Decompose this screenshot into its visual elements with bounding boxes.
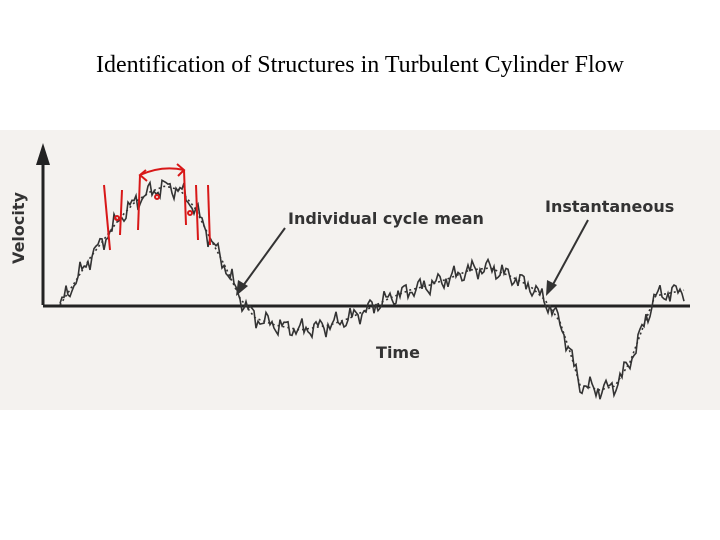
- x-axis-label: Time: [376, 343, 420, 362]
- annotation: Individual cycle mean: [288, 209, 484, 228]
- red-dot: [187, 210, 193, 216]
- slide-title: Identification of Structures in Turbulen…: [96, 52, 624, 78]
- cycle-mean-curve: [59, 185, 685, 391]
- red-mark: [137, 174, 141, 231]
- red-dot: [154, 194, 160, 200]
- annotation: Instantaneous: [545, 197, 674, 216]
- y-axis-label: Velocity: [9, 191, 28, 263]
- y-axis-arrow: [36, 143, 50, 165]
- instantaneous-curve: [59, 179, 685, 400]
- red-annotations: [103, 163, 211, 251]
- red-bracket: [139, 167, 185, 176]
- red-arrowhead: [176, 163, 186, 177]
- pointer-arrow-head: [236, 280, 248, 296]
- red-dot: [114, 215, 120, 221]
- signal-curves: [59, 179, 685, 400]
- red-mark: [195, 184, 199, 241]
- red-mark: [103, 184, 111, 251]
- red-mark: [119, 189, 123, 236]
- red-mark: [207, 184, 211, 246]
- pointer-arrow: [239, 227, 286, 291]
- red-arrowhead: [138, 169, 148, 182]
- pointer-arrow-head: [546, 280, 557, 296]
- scan-background: [0, 130, 720, 410]
- pointer-arrow: [549, 219, 589, 291]
- red-mark: [183, 169, 187, 226]
